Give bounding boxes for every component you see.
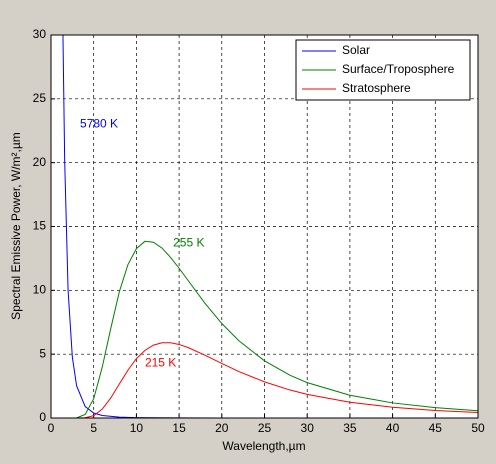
y-tick-label: 0 [39,410,46,424]
x-tick-label: 45 [429,421,443,435]
y-axis-label: Spectral Emissive Power, W/m²,µm [9,132,23,320]
annotation: 215 K [145,355,176,369]
y-tick-label: 15 [33,219,47,233]
y-tick-label: 20 [33,155,47,169]
legend-label: Solar [342,43,370,57]
x-tick-label: 20 [215,421,229,435]
x-tick-label: 35 [343,421,357,435]
x-tick-label: 10 [130,421,144,435]
x-tick-label: 50 [471,421,485,435]
x-tick-label: 5 [90,421,97,435]
plot-border [50,34,479,419]
y-tick-label: 30 [33,27,47,41]
x-tick-label: 15 [172,421,186,435]
x-tick-label: 25 [258,421,272,435]
series-line [51,342,478,418]
x-tick-label: 40 [386,421,400,435]
annotation: 5780 K [80,117,118,131]
y-tick-label: 10 [33,283,47,297]
x-axis-label: Wavelength,µm [222,439,305,453]
x-tick-label: 0 [48,421,55,435]
y-tick-label: 5 [39,346,46,360]
legend-label: Surface/Troposphere [342,62,455,76]
x-tick-label: 30 [301,421,315,435]
legend-label: Stratosphere [342,81,411,95]
annotation: 255 K [173,235,204,249]
series-line [51,240,478,418]
y-tick-label: 25 [33,91,47,105]
